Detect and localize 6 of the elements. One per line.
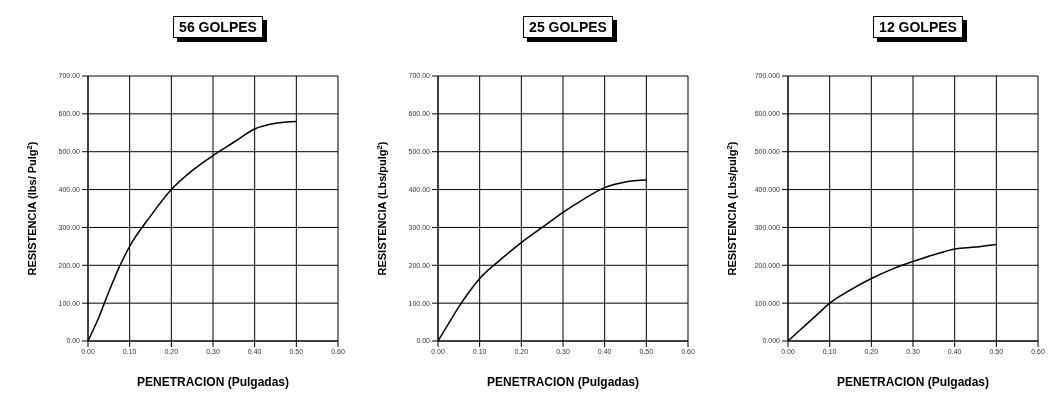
chart-title: 56 GOLPES xyxy=(173,16,263,38)
x-axis-title: PENETRACION (Pulgadas) xyxy=(136,375,290,389)
chart-title: 12 GOLPES xyxy=(873,16,963,38)
x-axis-title: PENETRACION (Pulgadas) xyxy=(486,375,640,389)
chart-title: 25 GOLPES xyxy=(523,16,613,38)
x-axis-title: PENETRACION (Pulgadas) xyxy=(836,375,990,389)
